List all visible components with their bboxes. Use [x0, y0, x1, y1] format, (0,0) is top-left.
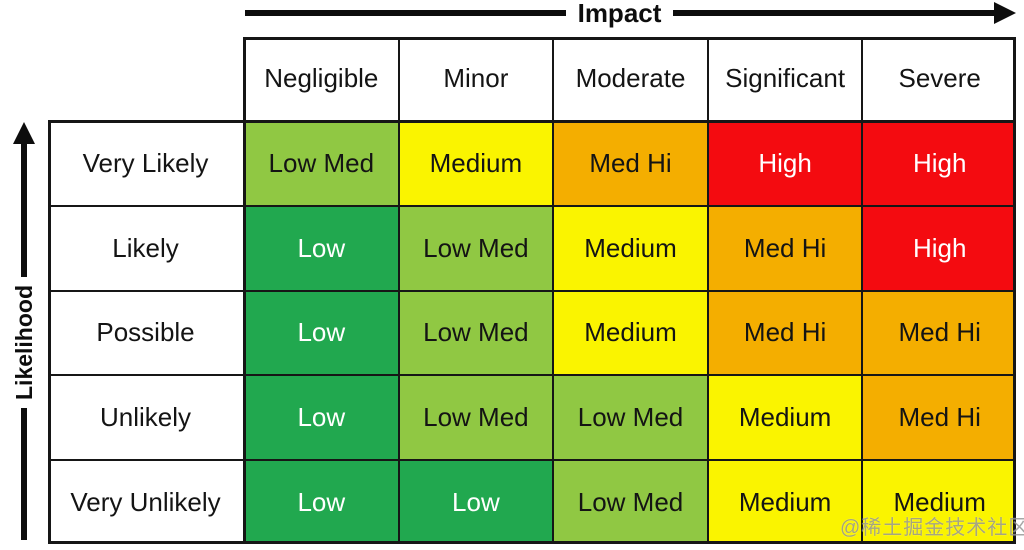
risk-cell-very-unlikely-moderate: Low Med	[554, 461, 707, 544]
risk-matrix-grid: Negligible Minor Moderate Significant Severe…	[48, 37, 1016, 544]
row-header-very-unlikely: Very Unlikely	[48, 461, 243, 544]
row-header-very-likely: Very Likely	[48, 122, 243, 205]
watermark: @稀土掘金技术社区	[840, 517, 1024, 539]
impact-axis: Impact	[245, 0, 1016, 26]
risk-cell-possible-severe: Med Hi	[863, 291, 1016, 375]
risk-cell-unlikely-severe: Med Hi	[863, 376, 1016, 460]
risk-cell-possible-minor: Low Med	[399, 291, 553, 375]
matrix-corner-spacer	[48, 37, 243, 120]
risk-cell-very-likely-severe: High	[863, 122, 1016, 205]
impact-axis-line-left	[245, 10, 566, 16]
risk-cell-unlikely-negligible: Low	[245, 376, 398, 460]
likelihood-axis-label: Likelihood	[10, 284, 37, 400]
risk-cell-unlikely-moderate: Low Med	[554, 376, 707, 460]
risk-cell-very-likely-minor: Medium	[399, 122, 553, 205]
row-header-possible: Possible	[48, 291, 243, 375]
impact-axis-line-right	[673, 10, 994, 16]
column-header-minor: Minor	[399, 37, 553, 120]
column-header-significant: Significant	[708, 37, 862, 120]
row-header-likely: Likely	[48, 206, 243, 290]
risk-cell-likely-negligible: Low	[245, 206, 398, 290]
risk-cell-very-unlikely-severe: Medium	[863, 461, 1016, 544]
risk-cell-very-likely-significant: High	[708, 122, 862, 205]
risk-cell-possible-significant: Med Hi	[708, 291, 862, 375]
risk-cell-very-unlikely-significant: Medium	[708, 461, 862, 544]
column-header-severe: Severe	[863, 37, 1016, 120]
risk-cell-very-likely-moderate: Med Hi	[554, 122, 707, 205]
likelihood-axis-arrowhead-icon	[13, 122, 35, 144]
column-header-negligible: Negligible	[245, 37, 398, 120]
risk-cell-unlikely-minor: Low Med	[399, 376, 553, 460]
column-header-moderate: Moderate	[554, 37, 707, 120]
impact-axis-arrowhead-icon	[994, 2, 1016, 24]
impact-axis-label: Impact	[577, 0, 662, 28]
risk-cell-likely-moderate: Medium	[554, 206, 707, 290]
likelihood-axis: Likelihood	[5, 122, 43, 540]
risk-cell-possible-moderate: Medium	[554, 291, 707, 375]
risk-cell-likely-minor: Low Med	[399, 206, 553, 290]
row-header-unlikely: Unlikely	[48, 376, 243, 460]
likelihood-axis-line-top	[21, 144, 27, 277]
risk-cell-very-unlikely-minor: Low	[399, 461, 553, 544]
risk-cell-likely-severe: High	[863, 206, 1016, 290]
risk-cell-very-likely-negligible: Low Med	[245, 122, 398, 205]
likelihood-axis-line-bottom	[21, 407, 27, 540]
risk-cell-likely-significant: Med Hi	[708, 206, 862, 290]
risk-cell-possible-negligible: Low	[245, 291, 398, 375]
risk-cell-unlikely-significant: Medium	[708, 376, 862, 460]
risk-cell-very-unlikely-negligible: Low	[245, 461, 398, 544]
